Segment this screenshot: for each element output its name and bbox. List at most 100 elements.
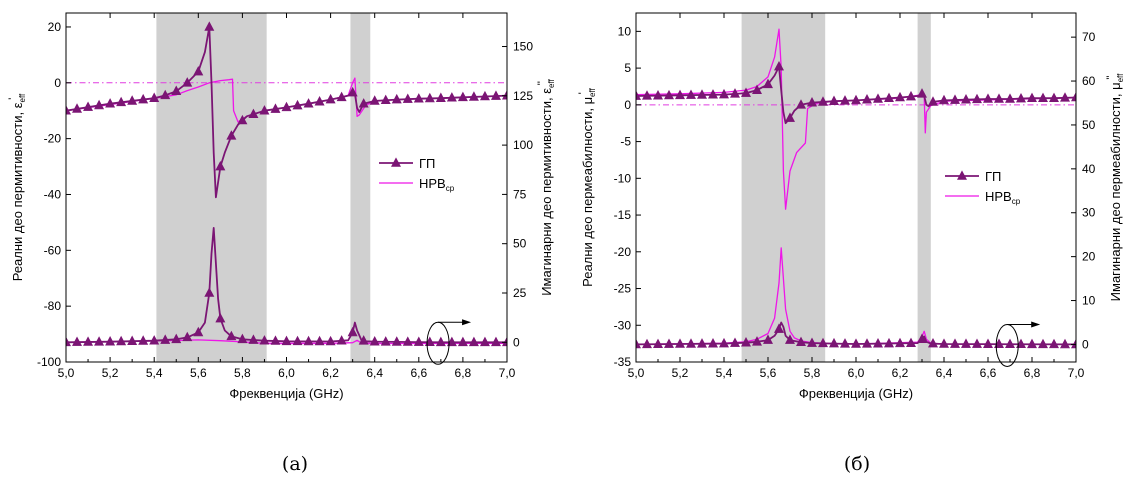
marker-gp-left — [127, 95, 138, 105]
marker-gp-right — [105, 336, 116, 346]
marker-gp-left — [83, 101, 94, 111]
marker-gp-left — [994, 93, 1004, 103]
marker-gp-left — [325, 93, 336, 104]
marker-gp-right — [502, 336, 507, 347]
marker-gp-left — [653, 90, 663, 100]
marker-gp-right — [1071, 338, 1076, 349]
marker-gp-left — [741, 87, 751, 97]
legend-label-nrv: НРВср — [419, 176, 455, 193]
shaded-band — [741, 13, 826, 362]
marker-gp-right — [642, 338, 652, 349]
marker-gp-right — [1027, 338, 1037, 349]
y-left-tick-label: 0 — [624, 98, 631, 112]
chart-a: 5,0 5,2 5,4 5,6 5,8 6,0 6,2 6,4 6,6 6,8 7,0 -100 -80… — [7, 12, 556, 475]
marker-gp-right — [215, 312, 226, 323]
y-right-tick-label: 60 — [1082, 74, 1096, 88]
marker-gp-left — [840, 95, 850, 105]
marker-gp-left — [237, 114, 248, 125]
y-left-tick-label: -15 — [614, 208, 632, 222]
marker-gp-left — [314, 96, 325, 106]
marker-gp-left — [402, 93, 413, 103]
x-tick-label: 5,4 — [716, 366, 733, 380]
marker-gp-right — [708, 338, 718, 348]
y-left-tick-label: -100 — [37, 355, 61, 369]
marker-gp-right — [138, 335, 149, 345]
y-left-tick-label: -5 — [620, 135, 631, 149]
series-group — [66, 21, 507, 347]
marker-gp-left — [763, 78, 773, 89]
series-line-gp-left — [66, 26, 507, 199]
x-tick-label: 7,0 — [499, 366, 516, 380]
marker-gp-right — [380, 336, 391, 346]
y-left-tick-label: -80 — [44, 299, 62, 313]
marker-gp-right — [314, 335, 325, 346]
marker-gp-left — [303, 98, 314, 108]
legend-marker-gp — [391, 157, 401, 167]
y-right-tick-label: 0 — [1082, 337, 1089, 351]
marker-gp-left — [939, 94, 949, 105]
marker-gp-left — [675, 89, 685, 100]
marker-gp-left — [1027, 92, 1037, 103]
marker-gp-right — [413, 336, 424, 346]
marker-gp-left — [818, 96, 828, 106]
marker-gp-left — [829, 95, 839, 105]
y-left-tick-label: -20 — [614, 245, 632, 259]
chart-b: 5,0 5,2 5,4 5,6 5,8 6,0 6,2 6,4 6,6 6,8 7,0 -35 -30 -… — [577, 12, 1125, 475]
marker-gp-right — [468, 336, 479, 347]
legend-label-nrv: НРВср — [985, 189, 1021, 206]
marker-gp-left — [1071, 91, 1076, 102]
marker-gp-left — [292, 99, 303, 110]
marker-gp-left — [730, 88, 740, 98]
y-right-tick-label: 30 — [1082, 206, 1096, 220]
x-tick-label: 6,6 — [980, 366, 997, 380]
legend: ГП НРВср — [379, 156, 455, 193]
marker-gp-right — [1038, 338, 1048, 349]
marker-gp-right — [336, 335, 347, 345]
marker-gp-right — [983, 338, 993, 348]
x-tick-label: 6,0 — [848, 366, 865, 380]
marker-gp-right — [829, 337, 839, 348]
marker-gp-right — [446, 336, 457, 347]
marker-gp-right — [127, 335, 138, 345]
marker-gp-left — [884, 92, 894, 103]
y-left-tick-label: -60 — [44, 243, 62, 257]
marker-gp-left — [862, 94, 872, 104]
marker-gp-right — [774, 323, 784, 333]
marker-gp-right — [94, 336, 105, 346]
marker-gp-right — [840, 338, 850, 348]
marker-gp-right — [402, 336, 413, 346]
marker-gp-left — [1038, 92, 1048, 103]
y-left-tick-label: 0 — [54, 76, 61, 90]
x-tick-label: 5,4 — [146, 366, 163, 380]
marker-gp-right — [259, 335, 270, 345]
y-left-axis-label: Реални део пермеабилности, μeff' — [577, 87, 597, 286]
marker-gp-right — [928, 337, 938, 348]
series-line-gp-right — [66, 226, 507, 344]
marker-gp-left — [1005, 93, 1015, 103]
x-tick-label: 5,8 — [234, 366, 251, 380]
marker-gp-right — [994, 338, 1004, 348]
y-right-tick-label: 150 — [513, 40, 533, 54]
marker-gp-right — [862, 338, 872, 348]
marker-gp-right — [719, 337, 729, 348]
y-right-tick-label: 75 — [513, 187, 527, 201]
marker-gp-left — [686, 89, 696, 99]
marker-gp-right — [226, 330, 237, 341]
marker-gp-right — [636, 338, 641, 349]
x-axis-label: Фреквенција (GHz) — [229, 386, 343, 401]
marker-gp-left — [435, 92, 446, 102]
marker-gp-left — [479, 90, 490, 101]
marker-gp-right — [1016, 338, 1026, 349]
marker-gp-left — [961, 94, 971, 104]
marker-gp-left — [270, 103, 281, 113]
marker-gp-left — [468, 91, 479, 101]
x-axis-label: Фреквенција (GHz) — [799, 386, 913, 401]
marker-gp-left — [1049, 92, 1059, 103]
marker-gp-right — [895, 337, 905, 348]
y-left-tick-label: -10 — [614, 171, 632, 185]
series-group — [636, 28, 1076, 349]
marker-gp-right — [347, 326, 358, 337]
marker-gp-left — [105, 98, 116, 108]
marker-gp-left — [1016, 92, 1026, 103]
